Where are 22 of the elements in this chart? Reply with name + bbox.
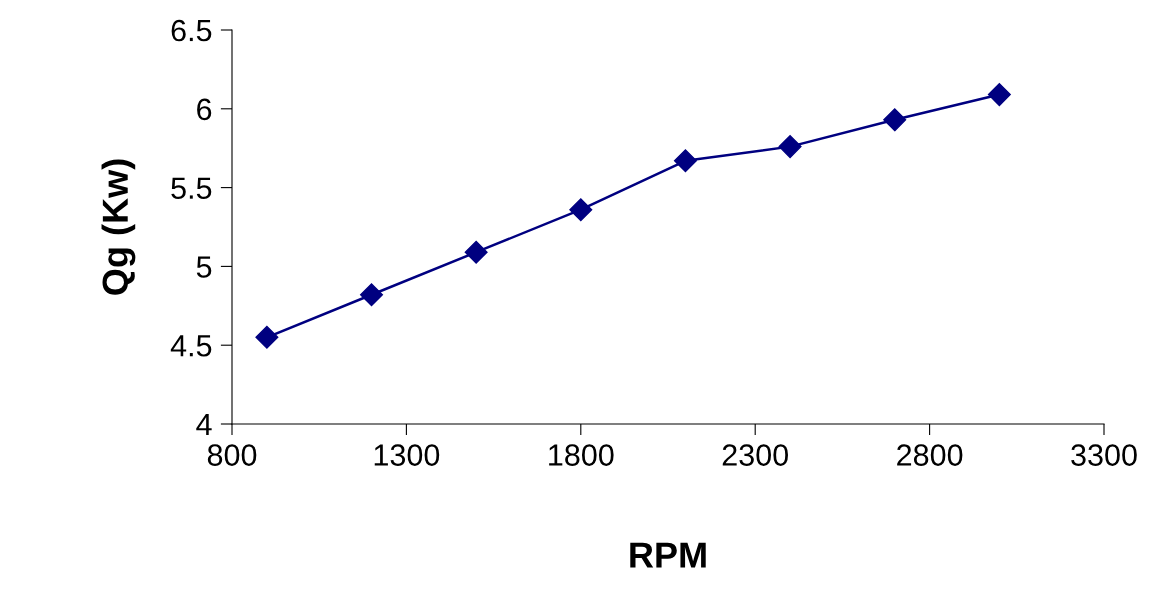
point — [569, 198, 593, 222]
x-tick-label: 1800 — [549, 444, 614, 466]
y-tick-label: 4 — [196, 414, 212, 436]
x-tick-label: 2300 — [722, 444, 788, 466]
y-tick-label: 5.5 — [171, 177, 212, 199]
point — [778, 135, 802, 159]
x-tick-label: 3300 — [1071, 444, 1137, 466]
x-tick-label: 800 — [207, 444, 257, 466]
point — [360, 283, 384, 307]
y-tick-label: 5 — [196, 256, 212, 278]
y-axis-title: Qg (Kw) — [101, 159, 136, 295]
y-tick-label: 6 — [197, 98, 212, 121]
point — [255, 325, 279, 349]
point — [673, 149, 697, 173]
x-tick-label: 1300 — [374, 444, 440, 466]
y-tick-label: 6.5 — [171, 19, 212, 42]
point — [883, 108, 907, 132]
point — [464, 240, 488, 264]
point — [987, 83, 1011, 107]
x-axis-title: RPM — [630, 542, 706, 568]
x-tick-label: 2800 — [897, 444, 963, 466]
y-tick-label: 4.5 — [170, 335, 212, 357]
